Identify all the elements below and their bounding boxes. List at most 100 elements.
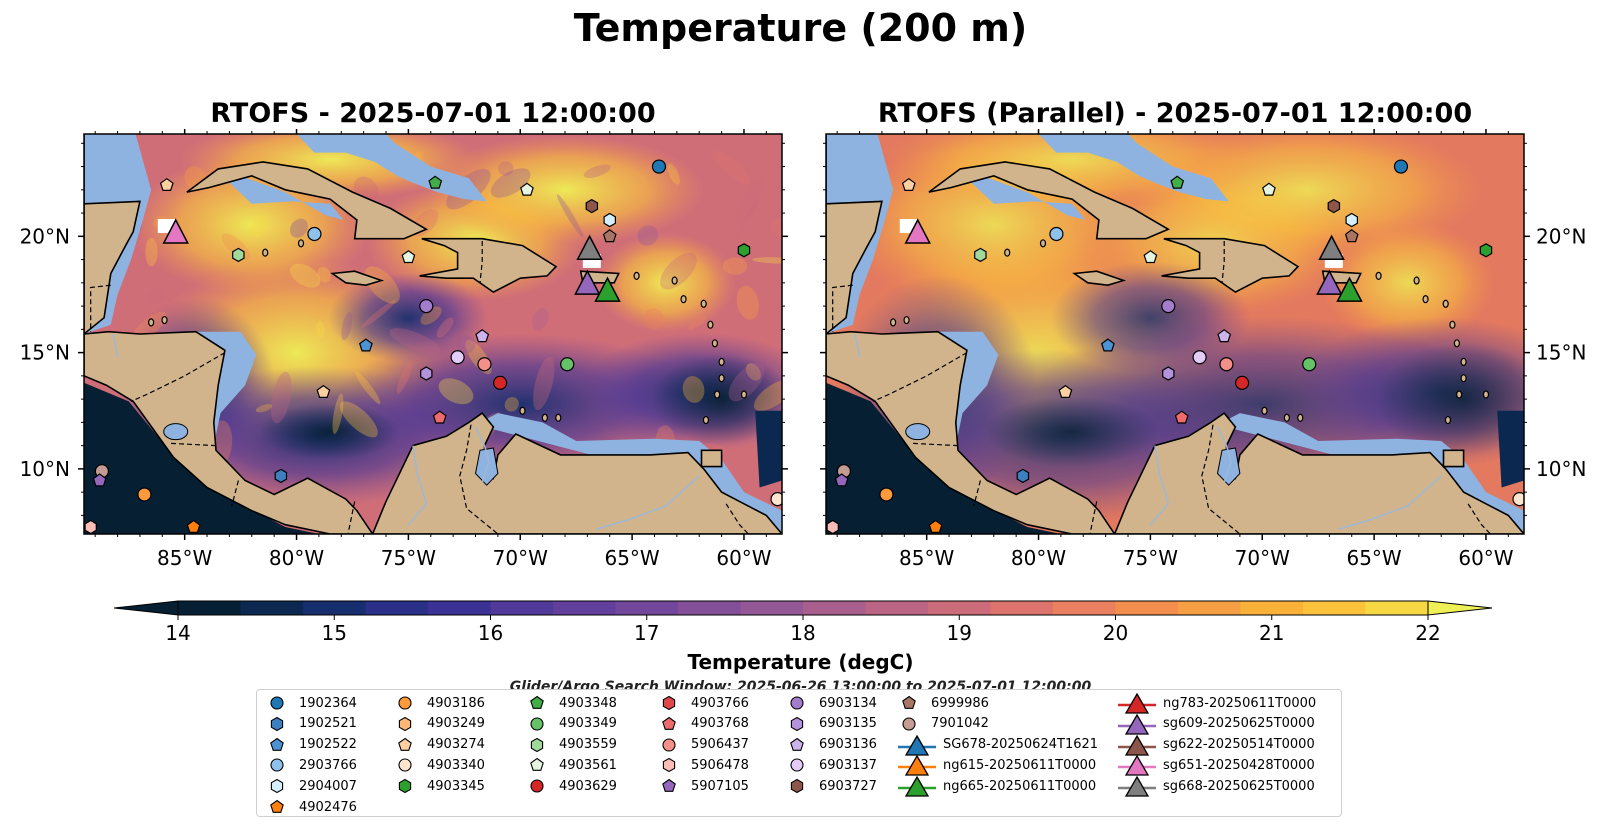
land-southam xyxy=(371,412,782,534)
legend-glider-marker xyxy=(1118,713,1156,735)
colorbar-segment xyxy=(678,601,742,615)
temperature-blob xyxy=(1376,342,1524,456)
lat-tick-label: 15°N xyxy=(1536,341,1586,365)
lon-tick-label: 80°W xyxy=(1011,546,1066,570)
land-jam xyxy=(1072,270,1127,287)
argo-marker-4903768 xyxy=(1174,410,1189,424)
argo-marker-4903629 xyxy=(493,375,508,390)
legend-item-glider: ng615-20250611T0000 xyxy=(897,755,1097,777)
colorbar-segment xyxy=(803,601,867,615)
eddy-patch xyxy=(712,150,751,184)
temperature-blob xyxy=(595,232,736,333)
legend-item-glider: sg622-20250514T0000 xyxy=(1117,734,1315,756)
eddy-patch xyxy=(339,401,378,438)
argo-marker-4903348 xyxy=(428,175,443,189)
eddy-patch xyxy=(146,288,167,304)
island xyxy=(903,315,910,325)
legend-marker xyxy=(662,758,676,773)
island xyxy=(1039,239,1047,248)
lat-tick-label: 15°N xyxy=(20,341,70,365)
island xyxy=(718,374,725,383)
island xyxy=(633,271,640,280)
eddy-patch xyxy=(436,317,454,338)
legend-marker xyxy=(662,695,676,711)
legend-label: ng615-20250611T0000 xyxy=(943,757,1097,773)
legend-label: 6999986 xyxy=(931,695,989,711)
legend-label: sg651-20250428T0000 xyxy=(1163,757,1315,773)
map-panel-rtofs-parallel: 85°W 80°W 75°W 70°W 65°W 60°W 10°N 15°N 20°N xyxy=(820,129,1586,570)
land-trin xyxy=(700,449,723,468)
argo-marker-4903561 xyxy=(401,250,416,264)
eddy-patch xyxy=(255,404,273,413)
legend-marker xyxy=(398,696,412,710)
eddy-patch xyxy=(250,214,267,238)
legend-label: sg622-20250514T0000 xyxy=(1163,737,1315,753)
island xyxy=(1456,390,1463,399)
argo-marker-6903137 xyxy=(1192,350,1207,365)
legend-item-argo: 5907105 xyxy=(657,776,749,796)
colorbar-segment xyxy=(1178,601,1242,615)
eddy-patch xyxy=(316,320,325,338)
eddy-patch xyxy=(504,396,519,412)
legend-marker xyxy=(790,716,804,731)
land-mexico xyxy=(826,134,883,336)
eddy-patch xyxy=(456,335,476,354)
legend-marker xyxy=(270,758,284,772)
eddy-patch xyxy=(490,168,531,198)
argo-marker-5907105 xyxy=(92,473,107,487)
island xyxy=(707,320,714,329)
island xyxy=(714,390,721,399)
lon-tick-label: 75°W xyxy=(1123,546,1178,570)
lon-tick-label: 70°W xyxy=(1235,546,1290,570)
legend-marker xyxy=(790,779,804,794)
colorbar-tick-label: 15 xyxy=(322,621,347,645)
legend-label: 1902364 xyxy=(299,695,357,711)
argo-marker-4903559 xyxy=(232,247,245,263)
legend-label: sg609-20250625T0000 xyxy=(1163,716,1315,732)
island xyxy=(1261,406,1268,415)
island xyxy=(262,248,269,257)
island xyxy=(297,239,305,248)
country-border xyxy=(725,503,749,534)
eddy-patch xyxy=(722,257,748,275)
colorbar-tick-label: 18 xyxy=(790,621,815,645)
argo-marker-2903766 xyxy=(307,226,322,242)
legend-label: 4903345 xyxy=(427,778,485,794)
country-border xyxy=(459,424,499,534)
legend-glider-marker xyxy=(898,734,936,756)
eddy-patch xyxy=(753,379,782,411)
legend-label: 4903348 xyxy=(559,695,617,711)
legend-marker xyxy=(270,716,284,731)
legend-label: 4903249 xyxy=(427,716,485,732)
argo-marker-4903345 xyxy=(1479,243,1493,258)
eddy-patch xyxy=(364,266,400,304)
eddy-patch xyxy=(735,195,762,240)
argo-marker-5906478 xyxy=(826,519,839,534)
legend-item-argo: 7901042 xyxy=(897,714,989,734)
argo-marker-2904007 xyxy=(603,212,616,228)
legend-label: 5906478 xyxy=(691,757,749,773)
colorbar-max-extend xyxy=(1427,600,1493,616)
river xyxy=(1149,445,1170,526)
legend-label: 6903135 xyxy=(819,716,877,732)
legend-label: 2904007 xyxy=(299,778,357,794)
argo-marker-4903186 xyxy=(137,487,152,502)
island xyxy=(1297,413,1304,422)
argo-marker-1902364 xyxy=(1393,159,1409,174)
island xyxy=(161,315,168,325)
legend-label: 4903629 xyxy=(559,778,617,794)
argo-marker-4903340 xyxy=(1512,492,1524,507)
colorbar-label: Temperature (degC) xyxy=(687,650,914,674)
legend-label: 5906437 xyxy=(691,737,749,753)
legend-marker xyxy=(398,779,412,794)
eddy-patch xyxy=(688,315,707,331)
eddy-patch xyxy=(317,266,331,283)
glider-marker-sg668-20250625T0000 xyxy=(576,234,603,261)
colorbar-tick-label: 17 xyxy=(634,621,659,645)
legend-item-argo: 6903135 xyxy=(785,714,877,734)
land-trin xyxy=(1442,449,1465,468)
argo-marker-2904007 xyxy=(1345,212,1358,228)
island xyxy=(1460,374,1467,383)
country-border xyxy=(1089,501,1098,534)
legend-item-argo: 4903559 xyxy=(525,735,617,755)
